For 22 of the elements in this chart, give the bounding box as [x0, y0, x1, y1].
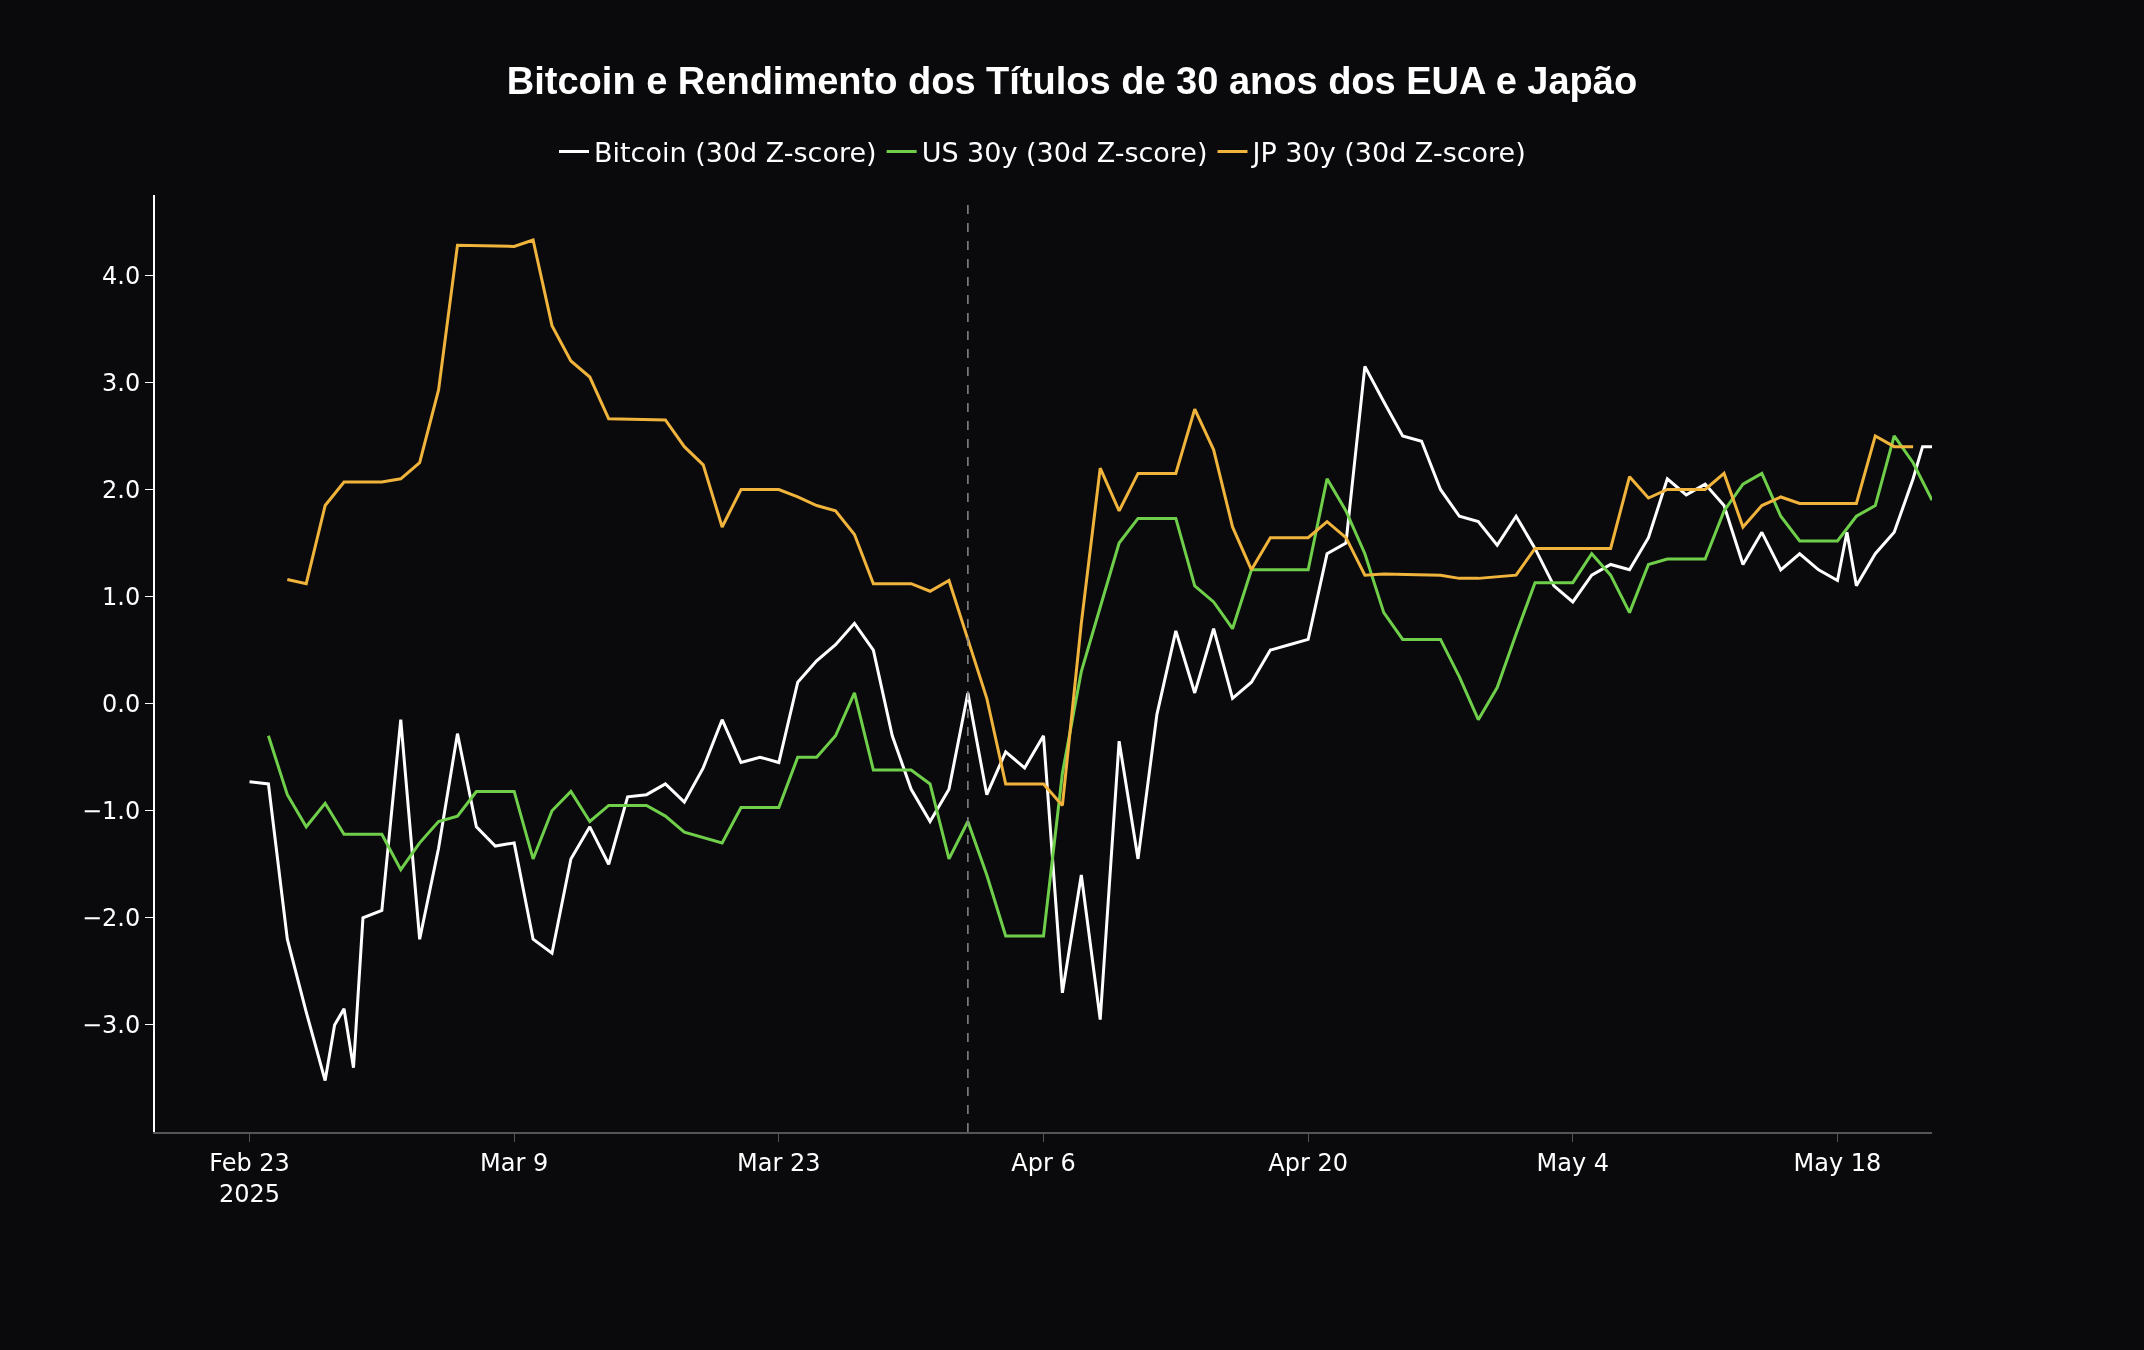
y-tick-label: 4.0	[102, 261, 141, 290]
x-tick-label: May 18	[1793, 1148, 1882, 1177]
x-tick-label: Feb 23 2025	[209, 1148, 290, 1208]
line-series	[248, 364, 1932, 1083]
y-tick-label: −1.0	[81, 797, 141, 826]
y-tick-label: 1.0	[102, 582, 141, 611]
legend-label: JP 30y (30d Z-score)	[1250, 136, 1526, 168]
x-tick-label: Apr 6	[1011, 1148, 1076, 1177]
y-tick-label: 3.0	[102, 368, 141, 397]
y-tick-label: 2.0	[102, 475, 141, 504]
y-tick-label: −2.0	[81, 904, 141, 933]
x-tick-label: Apr 20	[1268, 1148, 1348, 1177]
legend-label: US 30y (30d Z-score)	[921, 136, 1208, 168]
x-tick-label: Mar 9	[480, 1148, 549, 1177]
legend-label: Bitcoin (30d Z-score)	[594, 136, 877, 168]
line-series	[266, 434, 1932, 938]
y-tick-label: −3.0	[81, 1011, 141, 1040]
y-tick-label: 0.0	[102, 690, 141, 719]
line-series	[285, 238, 1915, 807]
chart-title: Bitcoin e Rendimento dos Títulos de 30 anos dos EUA e Japão	[506, 60, 1638, 103]
x-tick-label: May 4	[1536, 1148, 1610, 1177]
x-tick-label: Mar 23	[737, 1148, 821, 1177]
